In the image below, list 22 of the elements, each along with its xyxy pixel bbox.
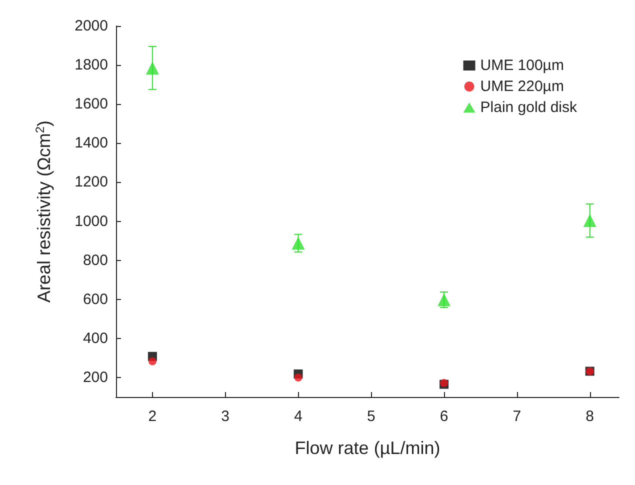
x-tick-label: 7	[512, 408, 522, 425]
y-tick-label: 400	[82, 330, 108, 347]
x-tick-label: 3	[221, 408, 230, 425]
y-tick-label: 2000	[74, 18, 108, 34]
y-tick-label: 800	[82, 252, 108, 269]
x-tick-label: 5	[366, 408, 376, 425]
x-tick-label: 2	[148, 408, 157, 425]
y-tick-label: 1600	[74, 96, 108, 113]
y-tick-label: 1800	[74, 56, 108, 74]
legend-label: UME 220µm	[480, 78, 564, 95]
legend-label: Plain gold disk	[480, 99, 578, 116]
y-axis-title: Areal resistivity (Ωcm2)	[33, 120, 54, 303]
x-tick-label: 4	[294, 408, 302, 425]
y-tick-label: 600	[82, 290, 108, 308]
x-tick-label: 8	[586, 408, 594, 425]
y-tick-label: 1200	[74, 174, 108, 191]
y-tick-label: 1400	[74, 134, 108, 152]
legend-label: UME 100µm	[480, 57, 564, 74]
y-tick-label: 1000	[74, 212, 108, 230]
x-tick-label: 6	[440, 408, 448, 425]
y-tick-label: 200	[82, 368, 108, 386]
x-axis-title: Flow rate (µL/min)	[294, 438, 440, 458]
